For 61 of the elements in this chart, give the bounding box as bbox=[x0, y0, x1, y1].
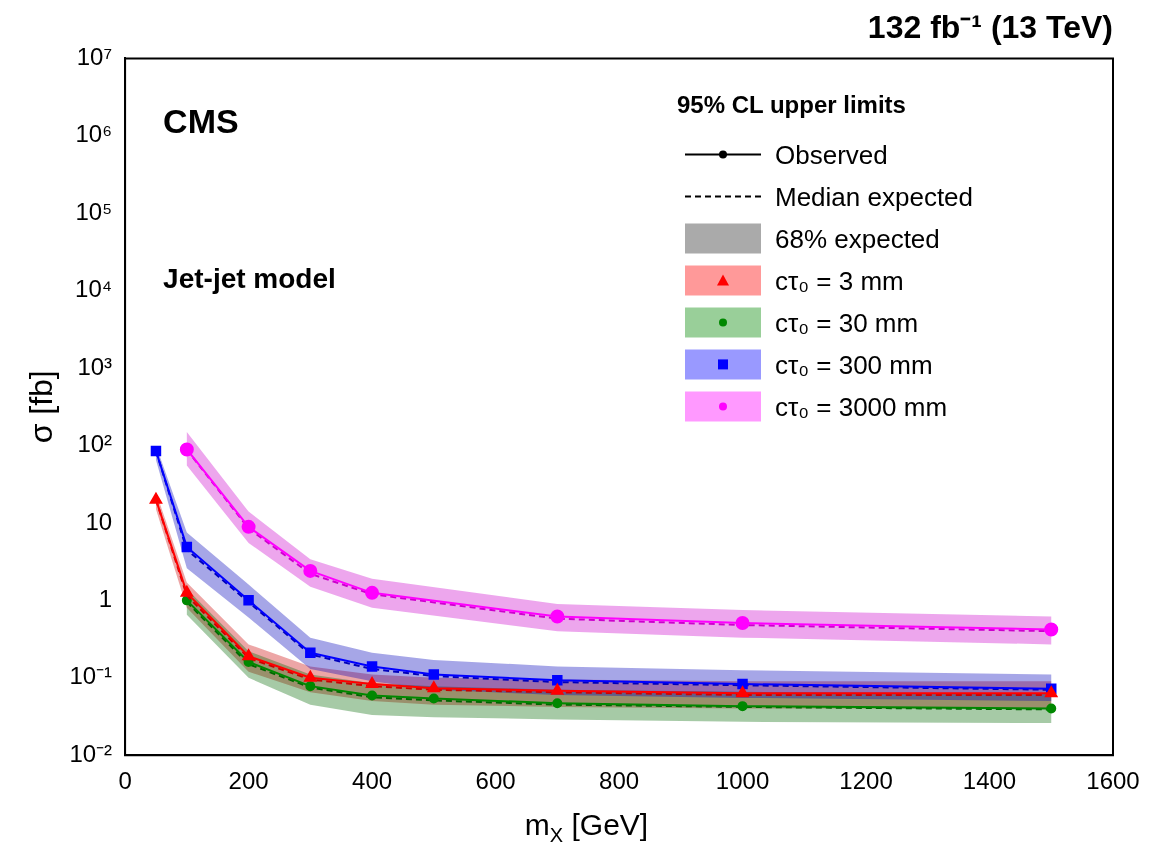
legend-label: cτ₀ = 3000 mm bbox=[775, 391, 948, 422]
x-tick-label: 800 bbox=[599, 767, 640, 795]
point bbox=[180, 585, 194, 597]
x-tick-label: 1200 bbox=[839, 767, 893, 795]
point bbox=[367, 690, 378, 701]
x-tick-label: 200 bbox=[228, 767, 269, 795]
x-tick-label: 600 bbox=[475, 767, 516, 795]
point bbox=[305, 681, 316, 692]
point bbox=[428, 693, 439, 704]
point bbox=[427, 681, 441, 693]
legend-title: 95% CL upper limits bbox=[677, 91, 906, 119]
chart-title: 132 fb⁻¹ (13 TeV) bbox=[867, 9, 1113, 46]
point bbox=[1044, 622, 1059, 637]
legend-label: 68% expected bbox=[775, 223, 940, 254]
y-tick-label: 10⁴ bbox=[75, 275, 113, 303]
point bbox=[736, 686, 749, 698]
point bbox=[241, 519, 256, 534]
legend-label: cτ₀ = 3 mm bbox=[775, 265, 904, 296]
annotation: CMS bbox=[163, 101, 239, 140]
point bbox=[365, 585, 380, 600]
point bbox=[365, 677, 379, 689]
y-tick-label: 1 bbox=[98, 584, 113, 612]
point bbox=[550, 609, 565, 624]
point bbox=[1046, 703, 1057, 714]
x-tick-label: 1400 bbox=[962, 767, 1017, 795]
point bbox=[428, 669, 440, 680]
point bbox=[552, 674, 563, 686]
y-axis-title: σ [fb] bbox=[23, 370, 60, 444]
annotation: Jet-jet model bbox=[163, 263, 336, 295]
y-tick-label: 10⁶ bbox=[75, 120, 113, 148]
y-tick-label: 10 bbox=[85, 507, 113, 535]
point bbox=[243, 595, 254, 606]
point bbox=[242, 649, 255, 661]
point bbox=[181, 541, 193, 553]
y-tick-label: 10³ bbox=[77, 352, 113, 380]
point bbox=[737, 678, 748, 690]
point bbox=[179, 442, 194, 457]
y-tick-label: 10⁵ bbox=[75, 197, 113, 225]
x-tick-label: 1000 bbox=[715, 767, 770, 795]
y-tick-label: 10² bbox=[77, 430, 113, 458]
point bbox=[737, 701, 748, 712]
point bbox=[305, 647, 316, 659]
legend-label: Median expected bbox=[775, 181, 974, 212]
point bbox=[150, 445, 162, 457]
x-axis-title: m$_{X}$ [GeV] bbox=[523, 808, 650, 847]
y-tick-label: 10⁻² bbox=[69, 739, 113, 767]
point bbox=[366, 661, 378, 672]
legend-label: cτ₀ = 30 mm bbox=[775, 307, 919, 338]
point bbox=[735, 616, 750, 630]
point bbox=[303, 563, 318, 578]
point bbox=[551, 683, 564, 695]
x-tick-label: 400 bbox=[352, 767, 393, 795]
x-tick-label: 1600 bbox=[1086, 767, 1140, 795]
x-tick-label: 0 bbox=[118, 767, 132, 795]
point bbox=[304, 670, 317, 682]
point bbox=[552, 698, 563, 709]
point bbox=[149, 492, 163, 504]
legend-label: cτ₀ = 300 mm bbox=[775, 349, 933, 380]
legend-label: Observed bbox=[775, 139, 888, 170]
y-tick-label: 10⁷ bbox=[76, 43, 113, 71]
y-tick-label: 10⁻¹ bbox=[69, 662, 113, 690]
